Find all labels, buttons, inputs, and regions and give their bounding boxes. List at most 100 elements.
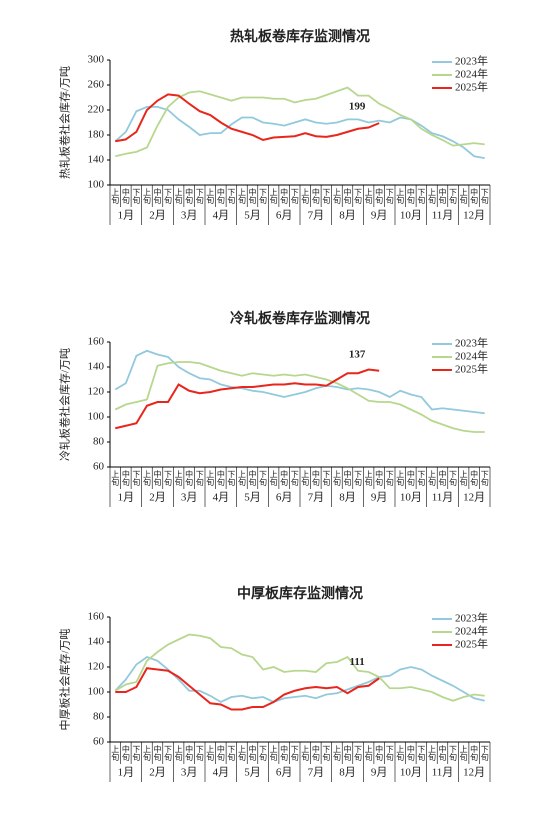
- x-tick-label: 下旬: [354, 745, 363, 762]
- legend-label: 2025年: [455, 362, 488, 376]
- x-tick-label: 上旬: [427, 188, 436, 205]
- x-tick-label: 下旬: [195, 188, 204, 205]
- x-tick-label: 上旬: [427, 470, 436, 487]
- x-tick-label: 下旬: [480, 745, 489, 762]
- x-tick-label: 中旬: [280, 744, 289, 762]
- x-tick-label: 上旬: [206, 188, 215, 205]
- x-tick-label: 上旬: [364, 188, 373, 205]
- y-tick-label: 140: [88, 636, 105, 648]
- month-label: 9月: [371, 210, 388, 222]
- y-tick-label: 260: [88, 79, 105, 91]
- x-tick-label: 上旬: [111, 745, 120, 762]
- x-tick-label: 上旬: [237, 470, 246, 487]
- x-tick-label: 中旬: [438, 469, 447, 487]
- x-tick-label: 下旬: [164, 188, 173, 205]
- line-series: [114, 633, 485, 702]
- line-series: [114, 349, 485, 415]
- x-tick-label: 中旬: [121, 469, 130, 487]
- line-series: [115, 86, 485, 158]
- x-tick-label: 下旬: [290, 745, 299, 762]
- x-tick-label: 中旬: [121, 744, 130, 762]
- x-tick-label: 中旬: [470, 187, 479, 205]
- y-tick-label: 160: [88, 611, 105, 623]
- x-tick-label: 上旬: [269, 745, 278, 762]
- x-tick-label: 下旬: [227, 470, 236, 487]
- x-tick-label: 上旬: [142, 470, 151, 487]
- month-label: 10月: [400, 210, 422, 222]
- x-tick-label: 上旬: [459, 188, 468, 205]
- y-tick-label: 60: [93, 736, 105, 748]
- chart-title: 中厚板库存监测情况: [237, 585, 363, 602]
- x-tick-label: 中旬: [185, 187, 194, 205]
- x-tick-label: 中旬: [438, 744, 447, 762]
- x-tick-label: 下旬: [480, 188, 489, 205]
- x-tick-label: 上旬: [174, 470, 183, 487]
- month-label: 12月: [463, 492, 485, 504]
- line-series: [115, 667, 380, 711]
- x-tick-label: 中旬: [153, 744, 162, 762]
- x-tick-label: 中旬: [153, 187, 162, 205]
- x-tick-label: 上旬: [206, 470, 215, 487]
- line-series: [114, 361, 485, 433]
- x-tick-label: 下旬: [354, 188, 363, 205]
- x-tick-label: 中旬: [248, 187, 257, 205]
- x-tick-label: 上旬: [142, 745, 151, 762]
- month-label: 3月: [181, 767, 198, 779]
- x-tick-label: 上旬: [459, 470, 468, 487]
- month-label: 9月: [371, 492, 388, 504]
- x-tick-label: 上旬: [269, 188, 278, 205]
- month-label: 2月: [149, 767, 166, 779]
- month-label: 9月: [371, 767, 388, 779]
- x-tick-label: 中旬: [216, 744, 225, 762]
- legend-label: 2023年: [455, 611, 488, 625]
- chart-title: 热轧板卷库存监测情况: [230, 28, 370, 45]
- x-tick-label: 中旬: [248, 744, 257, 762]
- x-tick-label: 上旬: [111, 188, 120, 205]
- x-tick-label: 中旬: [311, 744, 320, 762]
- x-tick-label: 上旬: [206, 745, 215, 762]
- month-label: 8月: [339, 767, 356, 779]
- y-tick-label: 140: [88, 154, 105, 166]
- x-tick-label: 上旬: [396, 188, 405, 205]
- x-tick-label: 上旬: [174, 745, 183, 762]
- x-tick-label: 下旬: [417, 745, 426, 762]
- x-tick-label: 下旬: [417, 470, 426, 487]
- x-tick-label: 中旬: [406, 744, 415, 762]
- y-tick-label: 140: [88, 361, 105, 373]
- x-tick-label: 下旬: [259, 745, 268, 762]
- month-label: 3月: [181, 210, 198, 222]
- x-tick-label: 下旬: [290, 188, 299, 205]
- x-tick-label: 中旬: [121, 187, 130, 205]
- x-tick-label: 中旬: [375, 187, 384, 205]
- x-tick-label: 下旬: [385, 470, 394, 487]
- x-tick-label: 下旬: [132, 188, 141, 205]
- x-tick-label: 中旬: [185, 469, 194, 487]
- x-tick-label: 下旬: [385, 745, 394, 762]
- month-label: 4月: [213, 210, 230, 222]
- x-tick-label: 中旬: [406, 187, 415, 205]
- x-tick-label: 下旬: [480, 470, 489, 487]
- month-label: 3月: [181, 492, 198, 504]
- y-tick-label: 180: [88, 129, 105, 141]
- x-tick-label: 下旬: [195, 470, 204, 487]
- x-tick-label: 上旬: [332, 745, 341, 762]
- x-tick-label: 上旬: [427, 745, 436, 762]
- annotation: 137: [349, 348, 366, 360]
- x-tick-label: 中旬: [248, 469, 257, 487]
- x-tick-label: 中旬: [343, 744, 352, 762]
- x-tick-label: 上旬: [142, 188, 151, 205]
- x-tick-label: 下旬: [449, 470, 458, 487]
- month-label: 1月: [118, 767, 135, 779]
- x-tick-label: 上旬: [332, 470, 341, 487]
- x-tick-label: 中旬: [216, 187, 225, 205]
- y-tick-label: 120: [88, 386, 105, 398]
- y-axis-label: 中厚板社会库存/万吨: [58, 628, 72, 730]
- x-tick-label: 下旬: [322, 188, 331, 205]
- month-label: 11月: [432, 767, 454, 779]
- x-tick-label: 中旬: [406, 469, 415, 487]
- y-tick-label: 100: [88, 686, 105, 698]
- month-label: 12月: [463, 767, 485, 779]
- legend-label: 2024年: [455, 624, 488, 638]
- x-tick-label: 中旬: [375, 744, 384, 762]
- x-tick-label: 下旬: [322, 745, 331, 762]
